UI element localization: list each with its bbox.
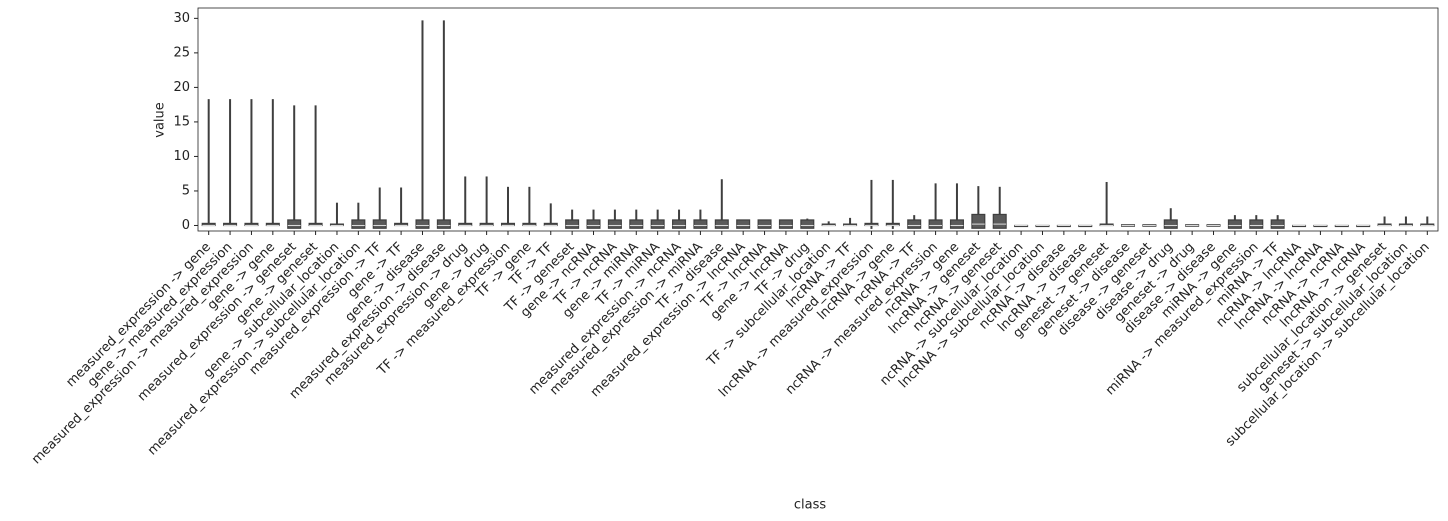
box — [778, 219, 793, 229]
y-tick-label: 25 — [173, 45, 190, 60]
y-tick-label: 15 — [173, 114, 190, 129]
box — [1227, 219, 1242, 229]
box — [1270, 219, 1285, 229]
box — [672, 219, 687, 229]
box — [736, 219, 751, 229]
box — [415, 219, 430, 229]
box — [800, 219, 815, 229]
box — [907, 219, 922, 229]
box — [629, 219, 644, 229]
box — [1163, 219, 1178, 229]
y-tick-label: 0 — [182, 218, 190, 233]
box — [586, 219, 601, 229]
box — [650, 219, 665, 229]
box — [949, 219, 964, 229]
plot-frame — [197, 7, 1439, 232]
box — [971, 213, 986, 229]
x-axis-label: class — [794, 498, 826, 513]
box — [607, 219, 622, 229]
box — [757, 219, 772, 229]
box — [714, 219, 729, 229]
box — [992, 213, 1007, 229]
box — [928, 219, 943, 229]
y-tick-label: 30 — [173, 11, 190, 26]
box — [693, 219, 708, 229]
box — [436, 219, 451, 229]
y-axis-label: value — [153, 102, 168, 138]
y-tick-label: 10 — [173, 149, 190, 164]
box — [372, 219, 387, 229]
box — [351, 219, 366, 229]
box — [287, 219, 302, 229]
y-tick-label: 20 — [173, 80, 190, 95]
box — [1249, 219, 1264, 229]
y-tick-label: 5 — [182, 183, 190, 198]
box — [565, 219, 580, 229]
